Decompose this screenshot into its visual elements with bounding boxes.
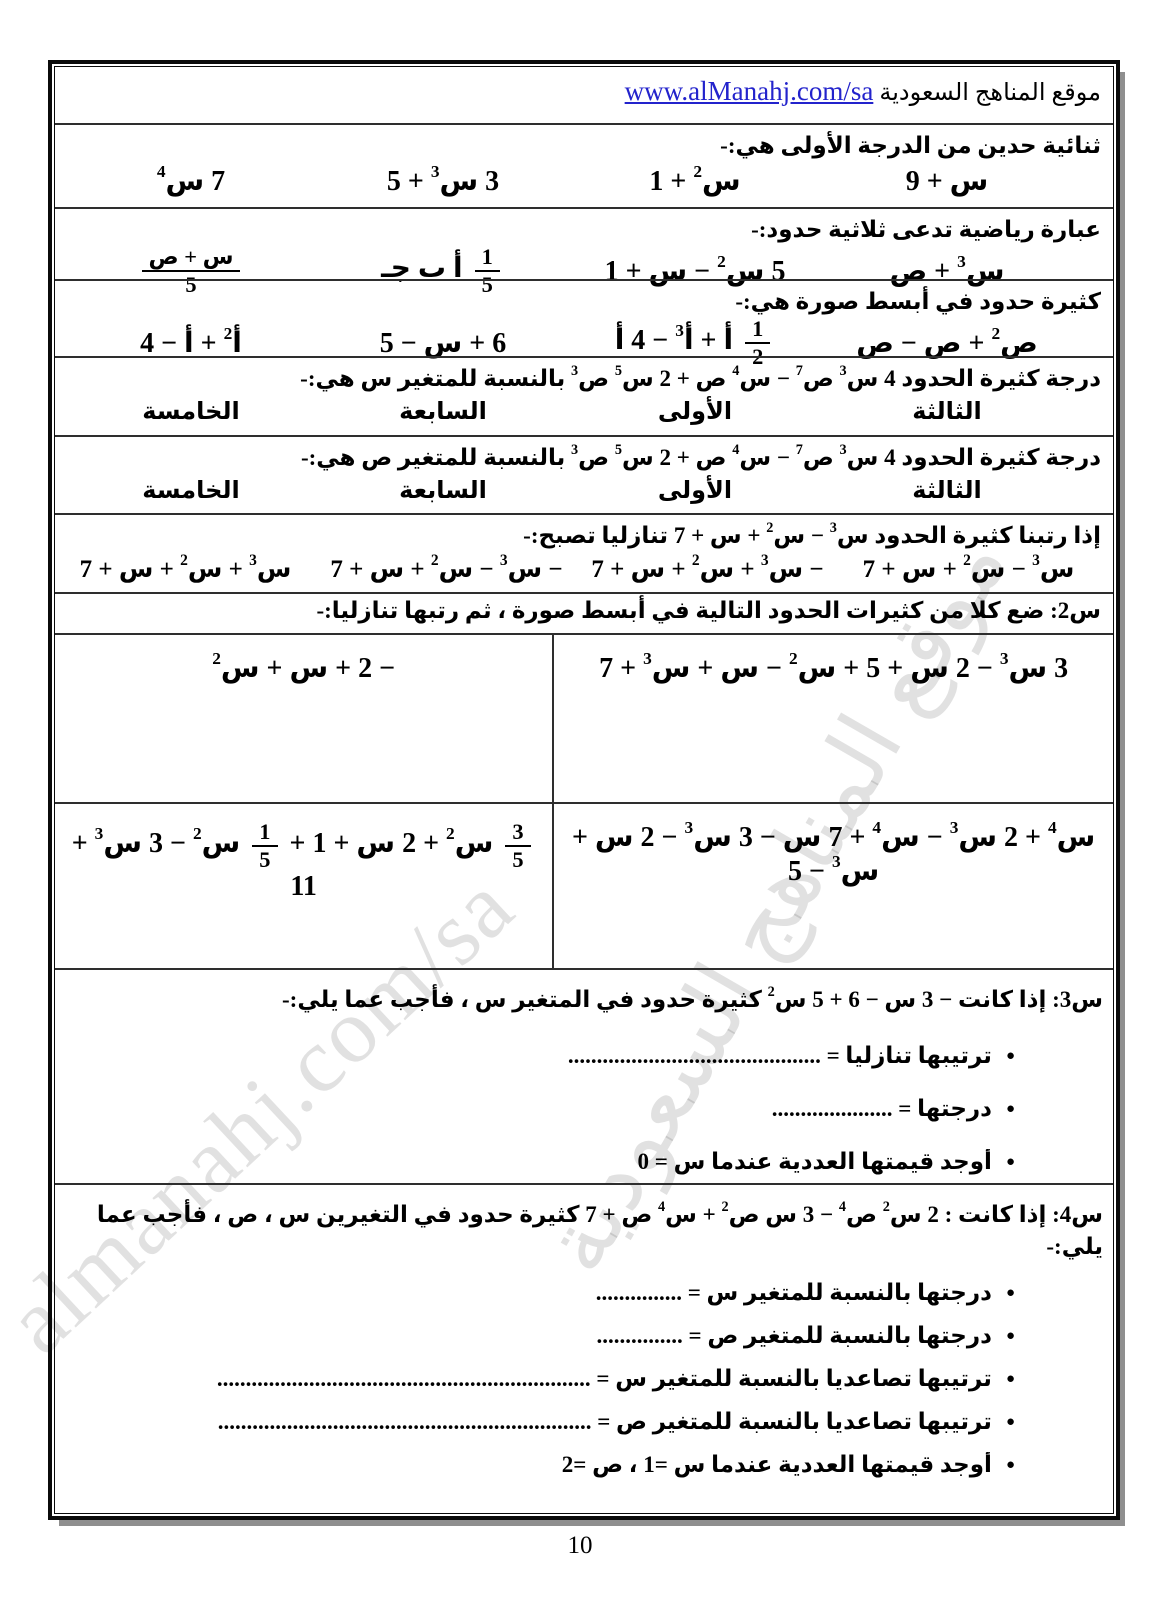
question-row-5: درجة كثيرة الحدود 4 س3 ص7 − س4 ص + 2 س5 … (55, 435, 1113, 513)
bullet-line: ● ترتيبها تصاعديا بالنسبة للمتغير س = ..… (69, 1366, 1103, 1392)
bullet-text: درجتها بالنسبة للمتغير ص = .............… (596, 1323, 992, 1349)
worksheet-frame: موقع المناهج السعودية www.alManahj.com/s… (48, 60, 1120, 1520)
question-row-6: إذا رتبنا كثيرة الحدود س3 − س2 + س + 7 ت… (55, 513, 1113, 592)
option-a: ص2 + ص − ص (856, 323, 1038, 359)
work-table-row-1: 3 س3 − 2 س + 5 + س2 − س + س3 + 7 − 2 + س… (55, 633, 1113, 802)
bullet-icon: ● (1005, 1285, 1015, 1302)
option-a: س + 9 (905, 166, 989, 198)
bullet-icon: ● (1005, 1048, 1015, 1065)
option-a: الثالثة (912, 399, 982, 426)
option-b: − س3 + س2 + س + 7 (591, 551, 824, 583)
option-b: الأولى (657, 399, 733, 426)
bullet-text: ترتيبها تصاعديا بالنسبة للمتغير ص = ....… (217, 1409, 992, 1435)
question-options: س + 9 س2 + 1 3 س3 + 5 7 س4 (55, 161, 1113, 207)
option-d: س3 + س2 + س + 7 (79, 551, 292, 583)
option-d: الخامسة (142, 399, 240, 426)
bullet-text: ترتيبها تنازليا = ......................… (567, 1043, 992, 1069)
site-link[interactable]: www.alManahj.com/sa (624, 76, 874, 106)
question-options: الثالثة الأولى السابعة الخامسة (55, 394, 1113, 435)
option-b: 5 س2 − س + 1 (604, 251, 786, 287)
option-d: أ2 + أ − 4 (140, 323, 242, 359)
bullet-text: أوجد قيمتها العددية عندما س = 0 (637, 1149, 992, 1175)
question-stem: إذا رتبنا كثيرة الحدود س3 − س2 + س + 7 ت… (523, 520, 1101, 548)
option-b: الأولى (657, 477, 733, 504)
bullet-icon: ● (1005, 1414, 1015, 1431)
option-c: السابعة (399, 477, 487, 504)
question3-section: س3: إذا كانت − 3 س − 6 + 5 س2 كثيرة حدود… (55, 968, 1113, 1183)
work-cell-right: 3 س3 − 2 س + 5 + س2 − س + س3 + 7 (552, 635, 1113, 802)
bullet-text: درجتها = ..................... (771, 1096, 992, 1122)
question-options: الثالثة الأولى السابعة الخامسة (55, 473, 1113, 513)
site-name-label: موقع المناهج السعودية (879, 80, 1101, 106)
bullet-line: ● درجتها بالنسبة للمتغير س = ...........… (69, 1280, 1103, 1306)
option-d: الخامسة (142, 477, 240, 504)
question-row-1: ثنائية حدين من الدرجة الأولى هي:- س + 9 … (55, 123, 1113, 207)
option-d: 7 س4 (156, 162, 226, 198)
question-stem: كثيرة حدود في أبسط صورة هي:- (735, 289, 1101, 314)
bullet-icon: ● (1005, 1101, 1015, 1118)
work-table-row-2: س4 + 2 س3 − س4 + 7 س − 3 س3 − 2 س + س3 −… (55, 802, 1113, 968)
bullet-text: درجتها بالنسبة للمتغير س = .............… (595, 1280, 992, 1306)
question-stem: ثنائية حدين من الدرجة الأولى هي:- (720, 133, 1101, 158)
bullet-line: ● درجتها بالنسبة للمتغير ص = ...........… (69, 1323, 1103, 1349)
work-cell-right: س4 + 2 س3 − س4 + 7 س − 3 س3 − 2 س + س3 −… (552, 804, 1113, 968)
question3-bullets: ● ترتيبها تنازليا = ....................… (69, 1043, 1103, 1175)
option-c: − س3 − س2 + س + 7 (330, 551, 563, 583)
bullet-line: ● أوجد قيمتها العددية عندما س =1 ، ص =2 (69, 1452, 1103, 1478)
bullet-line: ● أوجد قيمتها العددية عندما س = 0 (69, 1149, 1103, 1175)
option-a: الثالثة (912, 477, 982, 504)
bullet-icon: ● (1005, 1457, 1015, 1474)
question4-bullets: ● درجتها بالنسبة للمتغير س = ...........… (69, 1280, 1103, 1478)
question-row-3: كثيرة حدود في أبسط صورة هي:- ص2 + ص − ص … (55, 279, 1113, 368)
question-stem: درجة كثيرة الحدود 4 س3 ص7 − س4 ص + 2 س5 … (300, 363, 1101, 391)
question-stem: درجة كثيرة الحدود 4 س3 ص7 − س4 ص + 2 س5 … (300, 442, 1101, 470)
worksheet-frame-inner: موقع المناهج السعودية www.alManahj.com/s… (54, 66, 1114, 1514)
question4-title: س4: إذا كانت : 2 س2 ص4 − 3 س ص2 + س4 ص +… (96, 1199, 1103, 1260)
option-b: س2 + 1 (649, 162, 741, 198)
question-row-4: درجة كثيرة الحدود 4 س3 ص7 − س4 ص + 2 س5 … (55, 356, 1113, 435)
question-options: س3 − س2 + س + 7 − س3 + س2 + س + 7 − س3 −… (55, 551, 1113, 592)
bullet-line: ● ترتيبها تصاعديا بالنسبة للمتغير ص = ..… (69, 1409, 1103, 1435)
question-row-2: عبارة رياضية تدعى ثلاثية حدود:- س3 + ص 5… (55, 207, 1113, 296)
question2-title-row: س2: ضع كلا من كثيرات الحدود التالية في أ… (55, 592, 1113, 633)
option-a: س3 + ص (889, 251, 1005, 287)
bullet-text: ترتيبها تصاعديا بالنسبة للمتغير س = ....… (216, 1366, 992, 1392)
bullet-icon: ● (1005, 1328, 1015, 1345)
bullet-line: ● درجتها = ..................... (69, 1096, 1103, 1122)
option-c: 6 + س − 5 (379, 327, 507, 359)
option-c: السابعة (399, 399, 487, 426)
option-a: س3 − س2 + س + 7 (862, 551, 1075, 583)
bullet-line: ● ترتيبها تنازليا = ....................… (69, 1043, 1103, 1069)
option-c: 3 س3 + 5 (386, 162, 500, 198)
site-header-row: موقع المناهج السعودية www.alManahj.com/s… (55, 67, 1113, 123)
bullet-icon: ● (1005, 1371, 1015, 1388)
question4-section: س4: إذا كانت : 2 س2 ص4 − 3 س ص2 + س4 ص +… (55, 1183, 1113, 1513)
question-stem: عبارة رياضية تدعى ثلاثية حدود:- (751, 217, 1101, 242)
bullet-icon: ● (1005, 1154, 1015, 1171)
bullet-text: أوجد قيمتها العددية عندما س =1 ، ص =2 (561, 1452, 992, 1478)
work-cell-left: − 2 + س + س2 (212, 649, 396, 684)
page-number: 10 (567, 1532, 593, 1559)
question3-title: س3: إذا كانت − 3 س − 6 + 5 س2 كثيرة حدود… (282, 984, 1103, 1012)
